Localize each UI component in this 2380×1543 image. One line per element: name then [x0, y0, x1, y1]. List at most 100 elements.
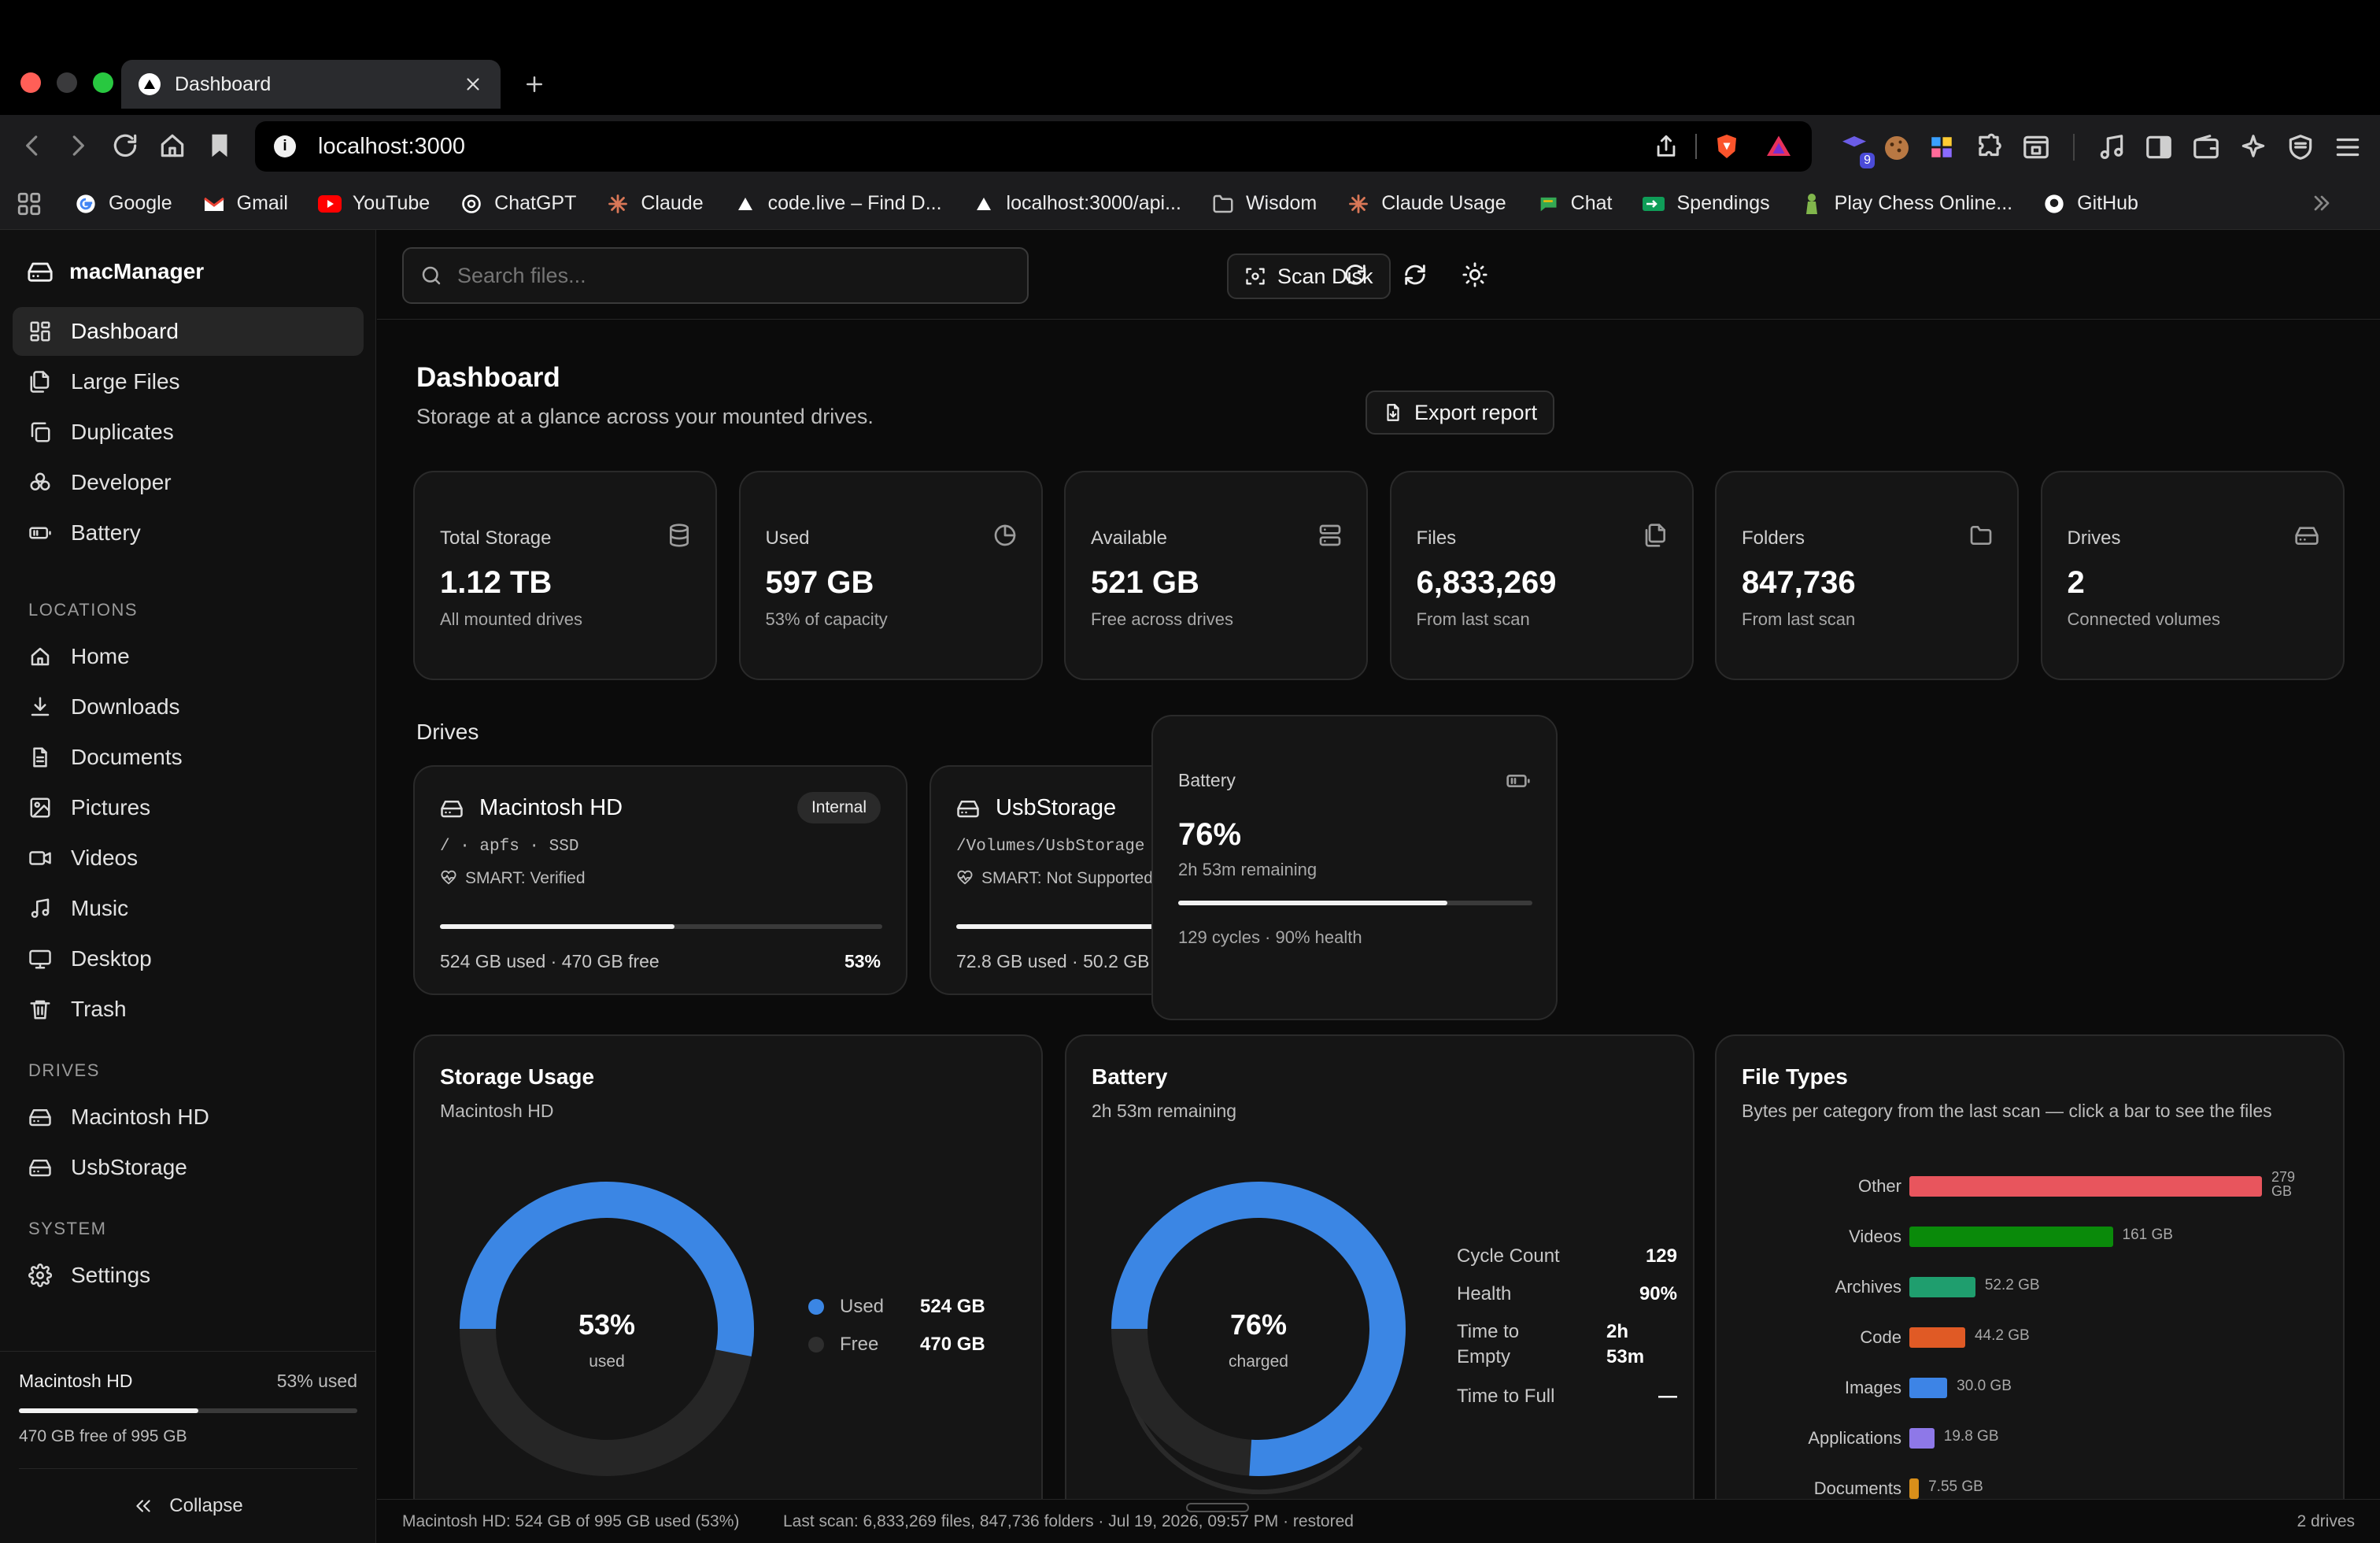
- theme-toggle-icon[interactable]: [1462, 261, 1488, 288]
- sidebar-toggle-icon[interactable]: [2144, 132, 2174, 162]
- scan-disk-button[interactable]: Scan Disk: [1227, 253, 1391, 299]
- file-type-row-images[interactable]: Images 30.0 GB: [1717, 1371, 2343, 1403]
- zoom-window-button[interactable]: [93, 72, 113, 93]
- battery-stat-value: 2h 53m: [1606, 1321, 1645, 1367]
- back-icon[interactable]: [17, 131, 47, 161]
- sync-icon[interactable]: [1402, 261, 1428, 288]
- bookmark-item[interactable]: ChatGPT: [460, 192, 576, 216]
- bookmark-item[interactable]: Play Chess Online...: [1800, 192, 2012, 216]
- leo-ai-icon[interactable]: [2238, 132, 2268, 162]
- file-type-bar[interactable]: [1909, 1428, 1935, 1449]
- grid-icon: [28, 320, 71, 343]
- battery-card[interactable]: Battery 76% 2h 53m remaining 129 cycles …: [1151, 715, 1558, 1020]
- sidebar-item-videos[interactable]: Videos: [13, 834, 364, 883]
- music-icon[interactable]: [2097, 132, 2127, 162]
- file-type-row-other[interactable]: Other 279 GB: [1717, 1170, 2343, 1201]
- cookie-icon[interactable]: [1883, 134, 1911, 162]
- collapse-button[interactable]: Collapse: [0, 1484, 376, 1528]
- sidebar-item-label: Large Files: [71, 369, 180, 394]
- close-window-button[interactable]: [20, 72, 41, 93]
- sidebar-item-trash[interactable]: Trash: [13, 985, 364, 1034]
- vpn-shield-icon[interactable]: [2286, 132, 2315, 162]
- bookmark-icon[interactable]: [205, 131, 235, 161]
- sidebar-item-battery[interactable]: Battery: [13, 509, 364, 557]
- battery-stat-label: Cycle Count: [1457, 1245, 1560, 1267]
- wallet-icon[interactable]: [2191, 132, 2221, 162]
- file-type-row-videos[interactable]: Videos 161 GB: [1717, 1220, 2343, 1252]
- claude-icon: [1347, 192, 1370, 216]
- menu-icon[interactable]: [2333, 132, 2363, 162]
- bookmark-item[interactable]: Google: [74, 192, 172, 216]
- home-icon[interactable]: [157, 131, 187, 161]
- drive-card-macintosh-hd[interactable]: Macintosh HD Internal / · apfs · SSD SMA…: [413, 765, 907, 995]
- sidebar-item-pictures[interactable]: Pictures: [13, 783, 364, 832]
- bookmark-item[interactable]: GitHub: [2042, 192, 2138, 216]
- sidebar-item-duplicates[interactable]: Duplicates: [13, 408, 364, 457]
- file-type-row-archives[interactable]: Archives 52.2 GB: [1717, 1271, 2343, 1302]
- bookmark-item[interactable]: code.live – Find D...: [734, 192, 942, 216]
- bookmark-label: Claude: [641, 192, 704, 214]
- bookmark-item[interactable]: YouTube: [317, 192, 430, 216]
- status-bar: Macintosh HD: 524 GB of 995 GB used (53%…: [377, 1499, 2380, 1543]
- sidebar: macManager Dashboard Large Files Duplica…: [0, 230, 376, 1543]
- file-type-row-documents[interactable]: Documents 7.55 GB: [1717, 1472, 2343, 1504]
- bookmark-item[interactable]: Claude Usage: [1347, 192, 1506, 216]
- sidebar-item-desktop[interactable]: Desktop: [13, 934, 364, 983]
- sidebar-item-downloads[interactable]: Downloads: [13, 683, 364, 731]
- search-input[interactable]: [457, 263, 1008, 288]
- file-type-bar[interactable]: [1909, 1478, 1920, 1499]
- sidebar-item-drive-usbstorage[interactable]: UsbStorage: [13, 1143, 364, 1192]
- sidebar-item-drive-macintosh-hd[interactable]: Macintosh HD: [13, 1093, 364, 1142]
- url-text[interactable]: localhost:3000: [318, 133, 466, 159]
- app-window: macManager Dashboard Large Files Duplica…: [0, 230, 2380, 1543]
- file-type-bar[interactable]: [1909, 1277, 1975, 1297]
- sidebar-item-dashboard[interactable]: Dashboard: [13, 307, 364, 356]
- bookmark-item[interactable]: localhost:3000/api...: [972, 192, 1181, 216]
- sidebar-item-documents[interactable]: Documents: [13, 733, 364, 782]
- search-box[interactable]: [402, 247, 1029, 304]
- section-title-system: SYSTEM: [28, 1219, 107, 1238]
- file-type-bar[interactable]: [1909, 1378, 1948, 1398]
- new-tab-icon[interactable]: [523, 72, 546, 96]
- minimize-window-button[interactable]: [57, 72, 77, 93]
- sidebar-item-home[interactable]: Home: [13, 632, 364, 681]
- reader-icon[interactable]: [2021, 132, 2051, 162]
- tab-close-icon[interactable]: [463, 74, 483, 94]
- more-bookmarks-icon[interactable]: [2309, 191, 2334, 216]
- export-report-button[interactable]: Export report: [1366, 390, 1555, 435]
- forward-icon[interactable]: [63, 131, 93, 161]
- bookmark-item[interactable]: Chat: [1536, 192, 1612, 216]
- file-type-row-applications[interactable]: Applications 19.8 GB: [1717, 1422, 2343, 1453]
- folder-icon: [1968, 523, 1994, 548]
- sidebar-item-music[interactable]: Music: [13, 884, 364, 933]
- battery-stat-time-to-empty: Time to Empty 2h 53m: [1457, 1319, 1677, 1375]
- apps-grid-icon[interactable]: [16, 191, 42, 217]
- battery-stat-label: Health: [1457, 1283, 1512, 1304]
- resize-handle[interactable]: [1186, 1503, 1249, 1512]
- file-type-row-code[interactable]: Code 44.2 GB: [1717, 1321, 2343, 1352]
- bookmark-item[interactable]: Claude: [606, 192, 704, 216]
- app-brand[interactable]: macManager: [27, 258, 204, 285]
- file-type-bar[interactable]: [1909, 1176, 2262, 1197]
- file-type-bar[interactable]: [1909, 1227, 2113, 1247]
- sidebar-item-large-files[interactable]: Large Files: [13, 357, 364, 406]
- reload-icon[interactable]: [110, 131, 140, 161]
- colorful-extension-icon[interactable]: [1928, 134, 1955, 161]
- bookmark-item[interactable]: Wisdom: [1211, 192, 1317, 216]
- brave-rewards-icon[interactable]: [1765, 132, 1793, 161]
- refresh-icon[interactable]: [1342, 261, 1369, 288]
- browser-tab[interactable]: Dashboard: [121, 60, 501, 109]
- site-info-icon[interactable]: i: [274, 135, 296, 157]
- brave-shield-icon[interactable]: [1713, 132, 1741, 161]
- file-type-label: Applications: [1808, 1428, 1901, 1448]
- sidebar-item-developer[interactable]: Developer: [13, 458, 364, 507]
- extension-badge-icon[interactable]: 9: [1839, 132, 1875, 168]
- file-type-bar[interactable]: [1909, 1327, 1965, 1348]
- puzzle-icon[interactable]: [1974, 132, 2004, 162]
- page-subtitle: Storage at a glance across your mounted …: [416, 405, 874, 428]
- address-bar[interactable]: i localhost:3000: [255, 121, 1812, 172]
- bookmark-item[interactable]: Gmail: [202, 192, 288, 216]
- bookmark-item[interactable]: Spendings: [1642, 192, 1770, 216]
- sidebar-item-settings[interactable]: Settings: [13, 1251, 364, 1300]
- share-icon[interactable]: [1653, 133, 1680, 160]
